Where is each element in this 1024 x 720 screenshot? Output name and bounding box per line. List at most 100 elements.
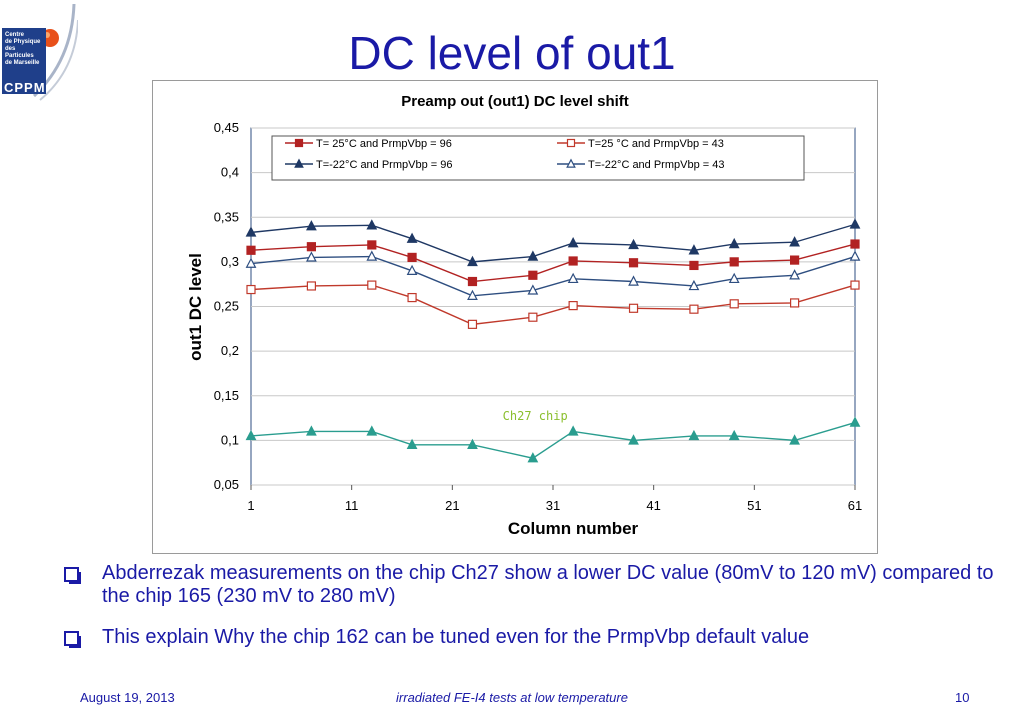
data-point (246, 284, 256, 295)
data-point (245, 429, 257, 441)
data-point (849, 416, 861, 427)
data-point (407, 252, 417, 263)
bullet-item: Abderrezak measurements on the chip Ch27… (58, 562, 998, 608)
data-point (688, 244, 700, 255)
data-point (850, 280, 860, 290)
series-line (250, 421, 856, 459)
data-point (306, 242, 316, 252)
legend-label: T=-22°C and PrmpVbp = 43 (588, 159, 724, 171)
line-chart: Preamp out (out1) DC level shift 0,05 0,1… (186, 93, 862, 538)
logo-box (2, 28, 46, 94)
chart-frame: Preamp out (out1) DC level shift 0,05 0,1… (152, 80, 878, 554)
bullet-text: Abderrezak measurements on the chip Ch27… (102, 562, 994, 607)
data-point (789, 269, 800, 280)
legend-entry: T=-22°C and PrmpVbp = 96 (285, 158, 452, 171)
series-line (250, 255, 856, 297)
data-point (628, 434, 639, 445)
data-point (789, 255, 800, 265)
checkbox-bullet-icon (64, 631, 81, 648)
y-tick-label: 0,05 (214, 477, 239, 492)
legend-marker (566, 138, 576, 148)
series-line (250, 284, 856, 326)
legend-box (271, 135, 805, 181)
data-point (406, 438, 418, 450)
data-point (688, 279, 700, 291)
data-point (689, 260, 699, 271)
y-tick-label: 0,45 (214, 120, 239, 135)
data-point (729, 299, 739, 309)
data-point (850, 239, 860, 249)
data-point (689, 304, 699, 314)
checkbox-bullet-icon (64, 567, 81, 584)
data-point (366, 219, 378, 230)
data-point (567, 237, 579, 248)
bullet-list: Abderrezak measurements on the chip Ch27… (58, 562, 998, 667)
data-point (728, 237, 740, 249)
data-point (406, 232, 418, 243)
data-point (728, 429, 740, 441)
data-point (467, 276, 478, 287)
data-point (528, 312, 538, 322)
data-point (246, 245, 256, 255)
data-point (688, 429, 700, 441)
data-point (245, 226, 257, 237)
data-point (467, 255, 478, 267)
data-point (527, 452, 539, 463)
y-tick-label: 0,25 (214, 299, 239, 314)
data-point (306, 425, 317, 436)
logo-acronym: CPPM (4, 80, 46, 95)
data-point (568, 301, 578, 311)
y-tick-label: 0,1 (221, 432, 239, 447)
data-point (849, 250, 861, 261)
page-number: 10 (955, 690, 970, 705)
data-point (306, 220, 317, 231)
legend-label: T=25 °C and PrmpVbp = 43 (588, 138, 724, 150)
y-tick-label: 0,35 (214, 209, 239, 224)
data-point (306, 281, 316, 291)
x-tick-label: 31 (546, 498, 560, 513)
y-tick-label: 0,3 (221, 254, 239, 269)
series-line (250, 243, 856, 283)
bullet-item: This explain Why the chip 162 can be tun… (58, 626, 998, 649)
x-tick-label: 51 (747, 498, 761, 513)
legend-entry: T=25 °C and PrmpVbp = 43 (557, 138, 724, 150)
data-point (467, 289, 478, 300)
bullet-text: This explain Why the chip 162 can be tun… (102, 626, 810, 648)
series-3 (245, 250, 861, 300)
data-point (366, 425, 378, 436)
slide-title: DC level of out1 (348, 27, 676, 79)
series-2 (245, 218, 861, 267)
series-0 (246, 239, 860, 287)
series-4 (245, 416, 861, 463)
x-tick-label: 61 (848, 498, 862, 513)
footer-date: August 19, 2013 (80, 690, 175, 705)
data-point (628, 238, 639, 250)
series-1 (246, 280, 860, 329)
legend-marker (294, 158, 304, 168)
data-point (367, 280, 377, 290)
legend-label: T=-22°C and PrmpVbp = 96 (316, 159, 452, 171)
data-point (789, 298, 800, 308)
x-tick-label: 11 (345, 498, 359, 513)
data-point (628, 258, 639, 268)
data-point (849, 218, 861, 229)
footer-title: irradiated FE-I4 tests at low temperatur… (396, 690, 628, 705)
x-axis-label: Column number (508, 519, 639, 538)
data-point (306, 251, 317, 262)
x-tick-label: 41 (646, 498, 660, 513)
data-point (407, 292, 417, 303)
legend-label: T= 25°C and PrmpVbp = 96 (316, 138, 452, 150)
legend-marker (566, 158, 576, 168)
chart-title: Preamp out (out1) DC level shift (401, 93, 629, 110)
y-tick-label: 0,15 (214, 388, 239, 403)
data-point (527, 284, 539, 295)
data-point (467, 438, 478, 450)
data-point (406, 264, 418, 275)
legend-entry: T= 25°C and PrmpVbp = 96 (285, 138, 452, 150)
x-tick-label: 21 (445, 498, 459, 513)
legend-marker (294, 138, 304, 148)
chart-annotation: Ch27 chip (503, 409, 568, 423)
legend-entry: T=-22°C and PrmpVbp = 43 (557, 158, 724, 171)
series-line (250, 223, 856, 263)
x-tick-label: 1 (247, 498, 254, 513)
